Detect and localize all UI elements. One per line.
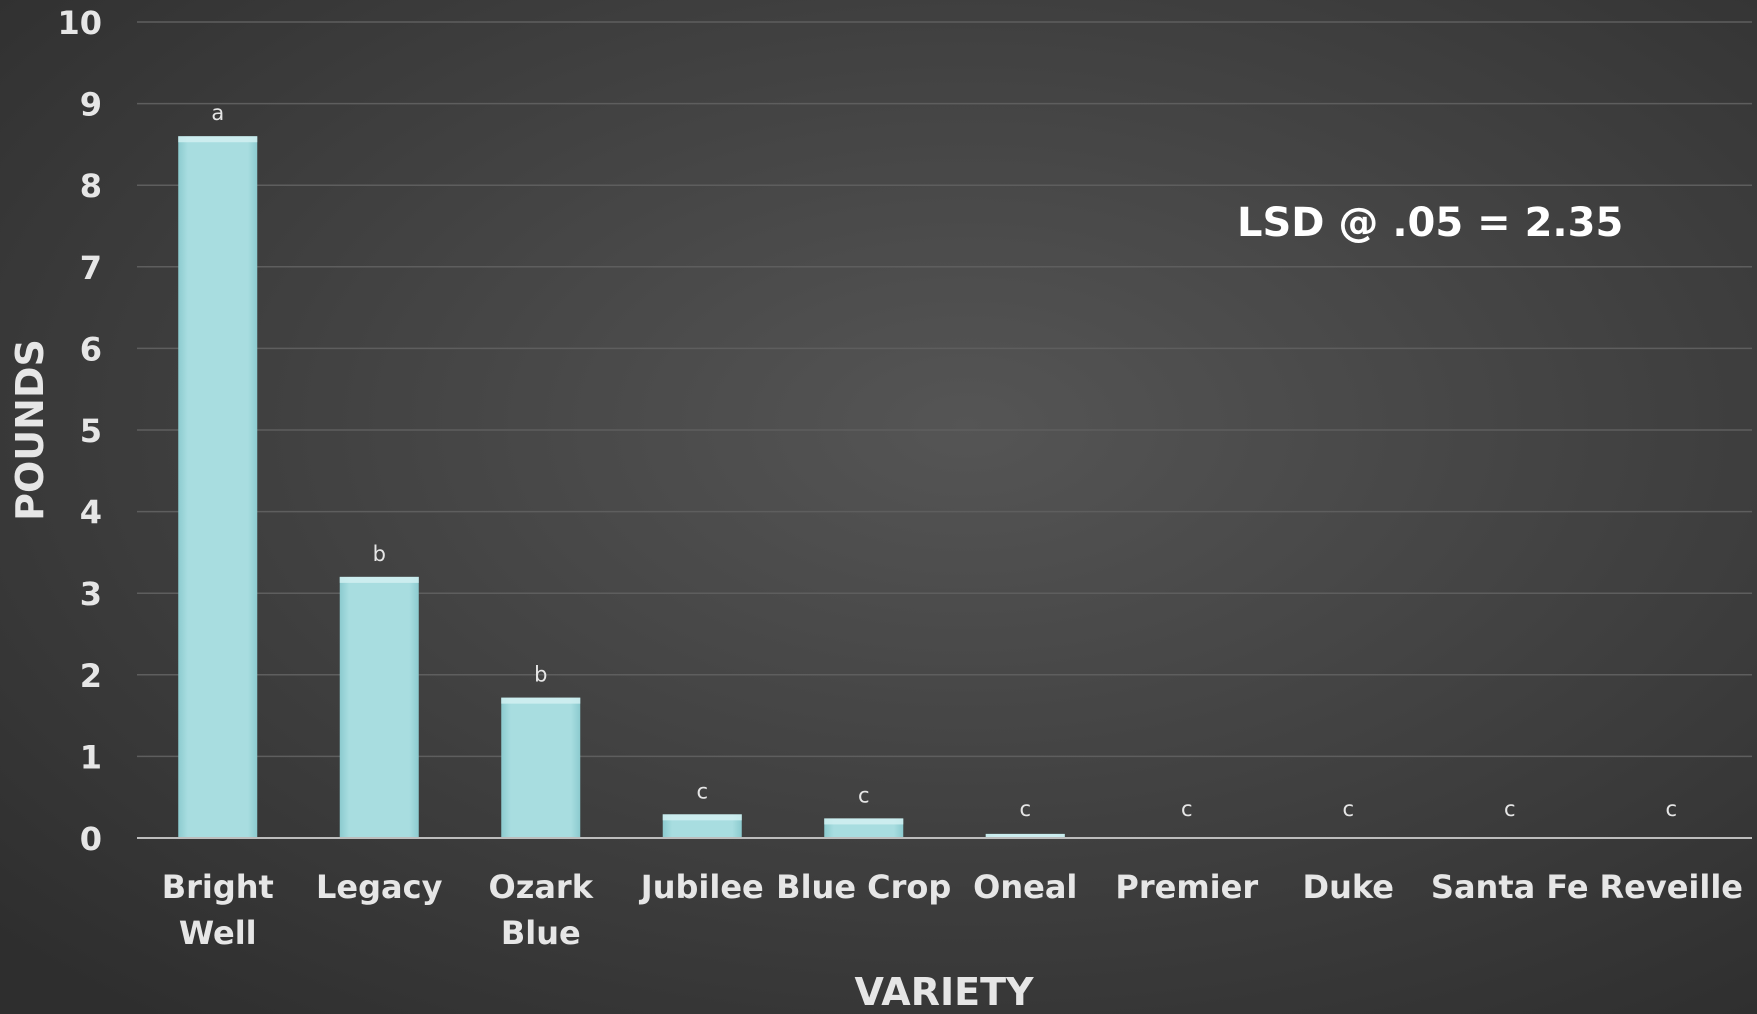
x-tick-label-line: Duke [1303, 868, 1394, 906]
x-tick-label: Bright Well [162, 868, 274, 952]
y-tick-label: 0 [80, 820, 102, 858]
x-tick-label-line: Oneal [973, 868, 1077, 906]
bar [339, 576, 419, 838]
x-tick-label: Premier [1115, 868, 1258, 906]
significance-label: c [1504, 797, 1516, 821]
significance-label: c [696, 779, 708, 803]
y-tick-label: 7 [80, 249, 102, 287]
bar-highlight [501, 697, 581, 704]
y-tick-label: 4 [80, 494, 102, 532]
significance-label: b [373, 542, 386, 566]
y-tick-label: 9 [80, 86, 102, 124]
y-tick-label: 1 [80, 738, 102, 776]
x-tick-label-line: Blue [501, 914, 581, 952]
y-tick-label: 10 [57, 4, 102, 42]
x-tick-label: Jubilee [639, 868, 764, 906]
x-tick-label: Reveille [1599, 868, 1743, 906]
y-tick-label: 8 [80, 167, 102, 205]
bar-highlight [339, 576, 419, 583]
y-tick-label: 5 [80, 412, 102, 450]
x-tick-label-line: Well [179, 914, 257, 952]
x-tick-label-line: Ozark [489, 868, 594, 906]
bar-highlight [824, 818, 904, 825]
y-tick-label: 2 [80, 657, 102, 695]
significance-label: c [1181, 797, 1193, 821]
x-tick-label: Legacy [316, 868, 443, 906]
y-axis-title: POUNDS [8, 339, 52, 521]
x-tick-label: Duke [1303, 868, 1394, 906]
y-axis-tick-labels: 0 1 2 3 4 5 6 7 8 9 10 [57, 4, 102, 858]
y-tick-label: 6 [80, 330, 102, 368]
x-tick-label-line: Reveille [1599, 868, 1743, 906]
x-tick-label: Blue Crop [776, 868, 951, 906]
y-tick-label: 3 [80, 575, 102, 613]
x-tick-label: Santa Fe [1431, 868, 1589, 906]
bar-highlight [178, 136, 258, 143]
x-axis-tick-labels: Bright Well Legacy Ozark Blue Jubilee Blue Cro… [162, 868, 1743, 952]
significance-label: a [211, 101, 224, 125]
lsd-annotation: LSD @ .05 = 2.35 [1237, 200, 1623, 246]
significance-label: c [1342, 797, 1354, 821]
significance-label: c [1665, 797, 1677, 821]
significance-labels: a b b c c c c c c c [211, 101, 1677, 821]
significance-label: b [534, 663, 547, 687]
x-tick-label-line: Legacy [316, 868, 443, 906]
x-axis-title: VARIETY [854, 970, 1034, 1014]
bar-highlight [985, 833, 1065, 838]
x-tick-label-line: Blue Crop [776, 868, 951, 906]
significance-label: c [1019, 797, 1031, 821]
significance-label: c [858, 783, 870, 807]
x-tick-label: Ozark Blue [489, 868, 594, 952]
x-tick-label: Oneal [973, 868, 1077, 906]
bar-highlight [662, 814, 742, 821]
x-tick-label-line: Premier [1115, 868, 1258, 906]
bar [178, 136, 258, 839]
x-tick-label-line: Santa Fe [1431, 868, 1589, 906]
bars [178, 136, 1711, 839]
x-tick-label-line: Bright [162, 868, 274, 906]
x-tick-label-line: Jubilee [639, 868, 764, 906]
bar [501, 697, 581, 838]
